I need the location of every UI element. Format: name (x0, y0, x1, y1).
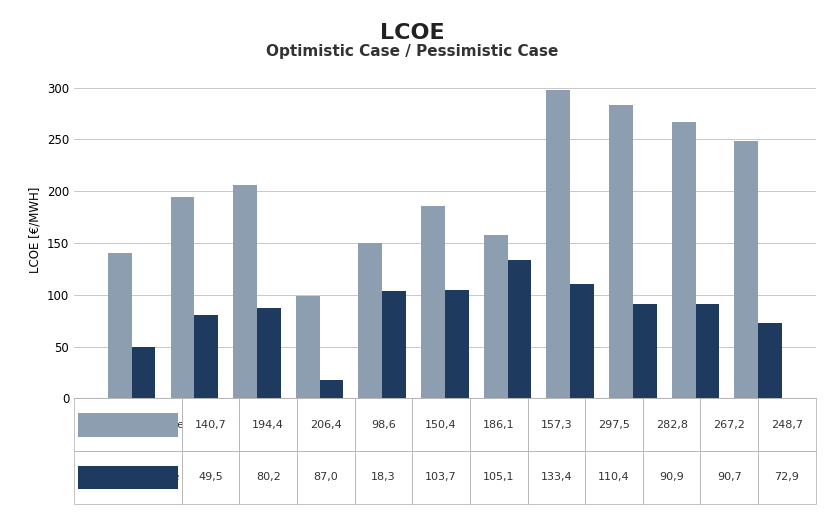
Bar (734, 141, 758, 398)
Bar (132, 347, 156, 398)
Bar (570, 284, 594, 398)
Bar (758, 323, 782, 398)
Bar (320, 379, 344, 398)
Bar (609, 105, 633, 398)
Text: LCOE: LCOE (380, 23, 444, 43)
Bar (233, 185, 257, 398)
Bar (296, 296, 320, 398)
Bar (171, 197, 194, 398)
FancyBboxPatch shape (77, 466, 178, 489)
Bar (672, 122, 695, 398)
Bar (484, 235, 508, 398)
Y-axis label: LCOE [€/MWH]: LCOE [€/MWH] (29, 187, 41, 273)
Bar (633, 304, 657, 398)
FancyBboxPatch shape (77, 413, 178, 436)
Bar (358, 243, 382, 398)
Bar (257, 308, 281, 398)
Bar (382, 291, 406, 398)
Text: Optimistic Case / Pessimistic Case: Optimistic Case / Pessimistic Case (266, 44, 558, 59)
Bar (194, 316, 218, 398)
Bar (108, 253, 132, 398)
Bar (508, 260, 531, 398)
Bar (421, 206, 445, 398)
Bar (546, 90, 570, 398)
Bar (445, 289, 469, 398)
Bar (695, 304, 719, 398)
